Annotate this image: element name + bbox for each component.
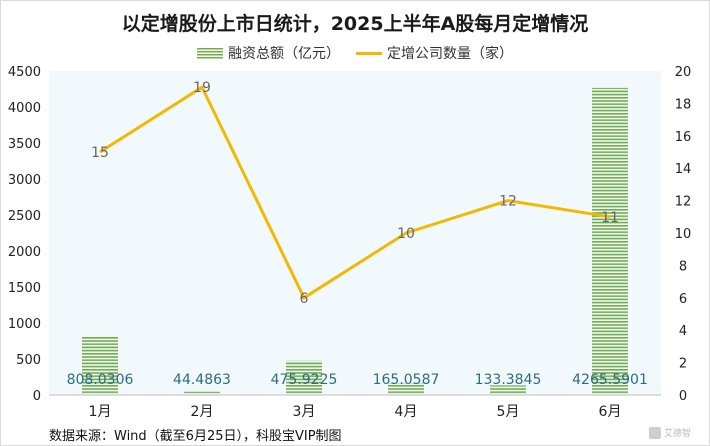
x-tick-label: 5月	[497, 404, 520, 420]
plot-area	[49, 71, 661, 395]
bar-data-label: 165.0587	[373, 372, 440, 388]
watermark-icon	[648, 426, 661, 439]
watermark-logo: 艾德智	[648, 426, 691, 439]
y-left-tick-label: 1500	[8, 281, 41, 296]
legend-item-count: 定增公司数量（家）	[356, 43, 513, 63]
line-data-label: 11	[601, 210, 619, 226]
y-left-tick-label: 2000	[8, 245, 41, 260]
line-data-label: 12	[499, 194, 517, 210]
y-right-tick-label: 2	[679, 357, 687, 372]
y-right-tick-label: 4	[679, 324, 687, 339]
line-data-label: 15	[91, 145, 109, 161]
y-left-tick-label: 4000	[8, 101, 41, 116]
line-data-label: 6	[300, 291, 309, 307]
y-right-tick-label: 18	[675, 97, 692, 112]
y-left-tick-label: 500	[16, 353, 41, 368]
y-right-tick-label: 12	[675, 195, 692, 210]
x-tick-label: 1月	[89, 404, 112, 420]
axes-layer: 0 500 1000 1500 2000 2500 3000 3500 4000 4500 0 2 4 6…	[8, 65, 691, 420]
legend-swatch-count	[356, 51, 382, 55]
bar-2	[184, 391, 220, 395]
legend-label-count: 定增公司数量（家）	[387, 46, 513, 62]
y-right-tick-label: 0	[679, 389, 687, 404]
y-right-tick-label: 10	[675, 227, 692, 242]
y-right-tick-label: 6	[679, 292, 687, 307]
bar-data-label: 808.0306	[67, 372, 134, 388]
bar-data-label: 44.4863	[173, 372, 231, 388]
count-line	[99, 85, 611, 300]
bar-data-label: 4265.5901	[572, 372, 648, 388]
y-right-tick-label: 20	[675, 65, 692, 80]
x-tick-label: 2月	[191, 404, 214, 420]
line-data-label: 19	[193, 80, 211, 96]
x-tick-label: 4月	[395, 404, 418, 420]
legend: 融资总额（亿元） 定增公司数量（家）	[1, 43, 709, 63]
legend-label-amount: 融资总额（亿元）	[228, 46, 340, 62]
chart-title: 以定增股份上市日统计，2025上半年A股每月定增情况	[121, 13, 589, 35]
bar-4	[388, 383, 424, 395]
y-left-tick-label: 3500	[8, 137, 41, 152]
y-right-tick-label: 14	[675, 162, 692, 177]
legend-item-amount: 融资总额（亿元）	[197, 43, 340, 63]
y-right-tick-label: 8	[679, 259, 687, 274]
watermark-text: 艾德智	[663, 429, 691, 439]
bar-data-label: 475.9225	[271, 372, 338, 388]
line-layer	[99, 85, 611, 300]
x-tick-label: 6月	[599, 404, 622, 420]
labels-layer: 808.0306 44.4863 475.9225 165.0587 133.3845 4…	[67, 80, 648, 388]
y-right-tick-label: 16	[675, 130, 692, 145]
line-data-label: 10	[397, 226, 415, 242]
bar-data-label: 133.3845	[475, 372, 542, 388]
bar-5	[490, 385, 526, 395]
y-left-tick-label: 3000	[8, 173, 41, 188]
y-left-tick-label: 2500	[8, 209, 41, 224]
x-tick-label: 3月	[293, 404, 316, 420]
legend-swatch-amount	[197, 47, 223, 59]
bar-3	[286, 360, 322, 395]
bar-1	[82, 336, 118, 395]
source-note: 数据来源：Wind（截至6月25日），科股宝VIP制图	[49, 429, 342, 444]
y-left-tick-label: 1000	[8, 317, 41, 332]
y-left-tick-label: 0	[33, 389, 41, 404]
y-left-tick-label: 4500	[8, 65, 41, 80]
bar-6	[592, 87, 628, 396]
bars-layer	[82, 87, 628, 396]
